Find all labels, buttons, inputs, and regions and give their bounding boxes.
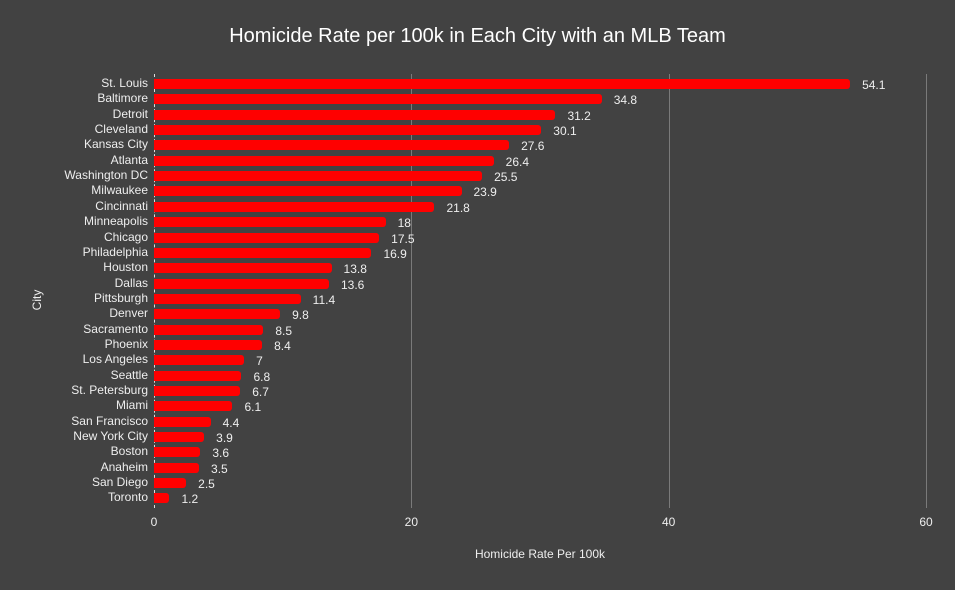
data-label: 1.2: [181, 492, 199, 507]
bar: [154, 309, 281, 320]
data-label: 11.4: [312, 292, 336, 307]
data-label: 18: [397, 216, 411, 231]
gridline: [411, 74, 413, 508]
bar: [154, 416, 211, 427]
data-label: 31.2: [567, 108, 591, 123]
data-label: 6.8: [253, 369, 271, 384]
bar: [154, 263, 332, 274]
bar: [154, 386, 241, 396]
category-label: Miami: [116, 398, 148, 413]
data-label: 30.1: [553, 124, 577, 139]
bar: [154, 447, 201, 458]
bar: [154, 401, 233, 412]
gridline: [926, 74, 927, 508]
category-label: San Diego: [91, 475, 148, 490]
bar: [154, 478, 187, 489]
chart-title: Homicide Rate per 100k in Each City with…: [229, 25, 726, 47]
category-label: Chicago: [103, 229, 148, 244]
data-label: 6.7: [252, 385, 269, 399]
bar: [154, 370, 242, 381]
data-label: 21.8: [446, 200, 470, 215]
category-label: St. Petersburg: [71, 383, 148, 397]
category-label: San Francisco: [71, 413, 148, 428]
category-label: New York City: [73, 429, 148, 444]
category-label: Cleveland: [94, 122, 148, 137]
bar: [154, 278, 329, 289]
x-tick-label: 20: [404, 515, 419, 529]
plot-area: 54.1 34.8 31.2 30.1 27.6 26.4 25.5 23.9 21.8 18 17…: [154, 74, 927, 508]
data-label: 54.1: [862, 78, 886, 92]
data-label: 3.6: [212, 446, 229, 461]
category-label: Seattle: [110, 367, 148, 382]
data-label: 34.8: [613, 93, 638, 108]
bar: [154, 232, 380, 243]
category-label: Baltimore: [97, 91, 148, 106]
bar: [154, 247, 372, 258]
bar: [154, 493, 170, 504]
category-label: Denver: [109, 306, 148, 321]
data-label: 23.9: [473, 185, 497, 200]
category-label: Detroit: [112, 106, 148, 121]
data-label: 8.5: [275, 323, 293, 338]
category-label: Toronto: [107, 490, 148, 505]
category-label: Minneapolis: [83, 214, 148, 229]
category-label: Anaheim: [100, 459, 148, 474]
data-label: 7: [256, 354, 263, 369]
bar: [154, 293, 301, 304]
bar: [154, 79, 851, 89]
zero-axis-line: [154, 74, 155, 508]
category-label: St. Louis: [101, 76, 148, 90]
bar: [154, 171, 483, 182]
category-label: Pittsburgh: [93, 290, 148, 305]
bar: [154, 462, 200, 473]
data-label: 13.8: [343, 262, 367, 277]
category-label: Atlanta: [110, 152, 148, 167]
category-label: Cincinnati: [95, 198, 148, 213]
data-label: 25.5: [494, 170, 518, 185]
bar: [154, 432, 205, 443]
data-label: 9.8: [292, 308, 309, 323]
bar: [154, 155, 494, 166]
bar: [154, 217, 386, 228]
data-label: 3.5: [211, 461, 228, 476]
data-label: 27.6: [521, 139, 545, 154]
bar: [154, 324, 264, 335]
bar: [154, 109, 556, 120]
data-label: 17.5: [391, 231, 415, 246]
data-label: 4.4: [222, 415, 240, 430]
bar: [154, 339, 263, 350]
category-label: Philadelphia: [82, 244, 148, 259]
category-label: Kansas City: [83, 137, 148, 152]
x-axis-label: Homicide Rate Per 100k: [474, 547, 606, 561]
category-label: Phoenix: [104, 336, 148, 351]
x-tick-label: 60: [919, 515, 933, 529]
category-label: Milwaukee: [91, 183, 148, 198]
category-label: Los Angeles: [82, 352, 148, 367]
bar: [154, 355, 245, 366]
bar: [154, 125, 542, 136]
bar: [154, 140, 510, 151]
category-label: Boston: [110, 444, 148, 459]
data-label: 8.4: [274, 338, 291, 353]
category-label: Houston: [103, 260, 148, 275]
data-label: 16.9: [383, 246, 407, 261]
category-label: Sacramento: [83, 321, 148, 336]
data-label: 6.1: [244, 400, 262, 415]
bar: [154, 94, 602, 105]
data-label: 13.6: [340, 277, 365, 292]
bar: [154, 186, 462, 197]
category-label: Washington DC: [64, 168, 148, 183]
data-label: 3.9: [216, 431, 233, 446]
data-label: 2.5: [198, 477, 215, 492]
x-tick-label: 0: [150, 515, 158, 529]
bar: [154, 201, 435, 212]
y-axis-label: City: [30, 289, 44, 311]
category-label: Dallas: [114, 275, 148, 290]
gridline: [668, 74, 670, 508]
x-tick-label: 40: [661, 515, 676, 529]
data-label: 26.4: [505, 154, 530, 169]
